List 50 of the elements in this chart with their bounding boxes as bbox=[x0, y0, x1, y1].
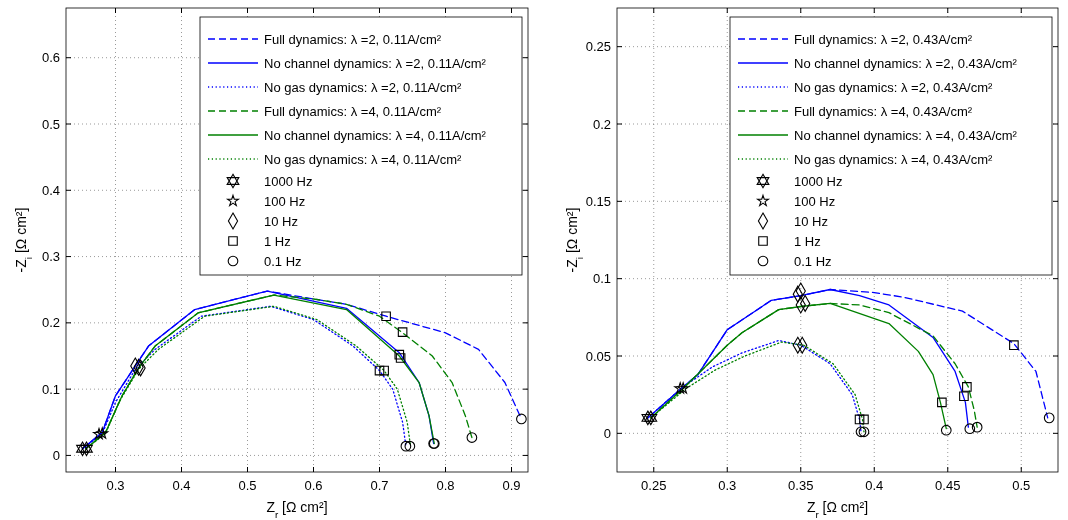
y-tick-label: 0.1 bbox=[41, 381, 60, 397]
x-tick-label: 0.4 bbox=[172, 478, 191, 493]
x-tick-label: 0.6 bbox=[304, 478, 323, 493]
x-tick-label: 0.3 bbox=[106, 478, 125, 493]
legend-label: No channel dynamics: λ =2, 0.43A/cm² bbox=[794, 56, 1018, 71]
x-axis-title: Z$_{r}$ [Ω cm²] bbox=[266, 499, 328, 520]
legend-label: 10 Hz bbox=[794, 214, 828, 229]
x-axis-title: Z$_{r}$ [Ω cm²] bbox=[806, 499, 869, 520]
x-tick-label: 0.45 bbox=[935, 478, 961, 493]
y-tick-label: 0.2 bbox=[41, 315, 60, 331]
y-tick-label: 0.2 bbox=[592, 116, 611, 132]
x-tick-label: 0.5 bbox=[238, 478, 257, 493]
legend-label: Full dynamics: λ =4, 0.11A/cm² bbox=[264, 104, 442, 119]
legend-label: No gas dynamics: λ =4, 0.11A/cm² bbox=[264, 152, 463, 167]
legend-label: Full dynamics: λ =2, 0.43A/cm² bbox=[794, 32, 973, 47]
legend-label: No channel dynamics: λ =4, 0.11A/cm² bbox=[264, 128, 487, 143]
x-tick-label: 0.25 bbox=[641, 478, 667, 493]
legend-label: 100 Hz bbox=[794, 194, 836, 209]
y-tick-label: 0 bbox=[52, 447, 60, 463]
legend-label: No channel dynamics: λ =4, 0.43A/cm² bbox=[794, 128, 1018, 143]
legend-label: Full dynamics: λ =4, 0.43A/cm² bbox=[794, 104, 973, 119]
legend-label: Full dynamics: λ =2, 0.11A/cm² bbox=[264, 32, 442, 47]
x-tick-label: 0.5 bbox=[1012, 478, 1031, 493]
y-tick-label: 0.1 bbox=[592, 271, 611, 287]
y-tick-label: 0.4 bbox=[41, 182, 60, 198]
legend-label: 100 Hz bbox=[264, 194, 306, 209]
x-tick-label: 0.8 bbox=[436, 478, 455, 493]
legend-label: 0.1 Hz bbox=[794, 254, 832, 269]
x-tick-label: 0.35 bbox=[788, 478, 814, 493]
y-tick-label: 0.5 bbox=[41, 116, 60, 132]
y-tick-label: 0.15 bbox=[585, 193, 611, 209]
legend-label: 10 Hz bbox=[264, 214, 298, 229]
x-tick-label: 0.4 bbox=[865, 478, 884, 493]
legend-label: 1 Hz bbox=[264, 234, 291, 249]
legend-label: No channel dynamics: λ =2, 0.11A/cm² bbox=[264, 56, 487, 71]
y-tick-label: 0.3 bbox=[41, 249, 60, 265]
x-tick-label: 0.7 bbox=[370, 478, 389, 493]
legend-label: 1000 Hz bbox=[264, 174, 313, 189]
y-tick-label: 0 bbox=[603, 425, 611, 441]
x-tick-label: 0.3 bbox=[718, 478, 737, 493]
legend-label: No gas dynamics: λ =2, 0.11A/cm² bbox=[264, 80, 463, 95]
legend-label: 0.1 Hz bbox=[264, 254, 302, 269]
legend-label: No gas dynamics: λ =2, 0.43A/cm² bbox=[794, 80, 993, 95]
y-tick-label: 0.6 bbox=[41, 50, 60, 66]
legend-label: 1 Hz bbox=[794, 234, 821, 249]
y-tick-label: 0.25 bbox=[585, 39, 611, 55]
legend-label: 1000 Hz bbox=[794, 174, 843, 189]
x-tick-label: 0.9 bbox=[502, 478, 521, 493]
y-tick-label: 0.05 bbox=[585, 348, 611, 364]
legend-label: No gas dynamics: λ =4, 0.43A/cm² bbox=[794, 152, 993, 167]
